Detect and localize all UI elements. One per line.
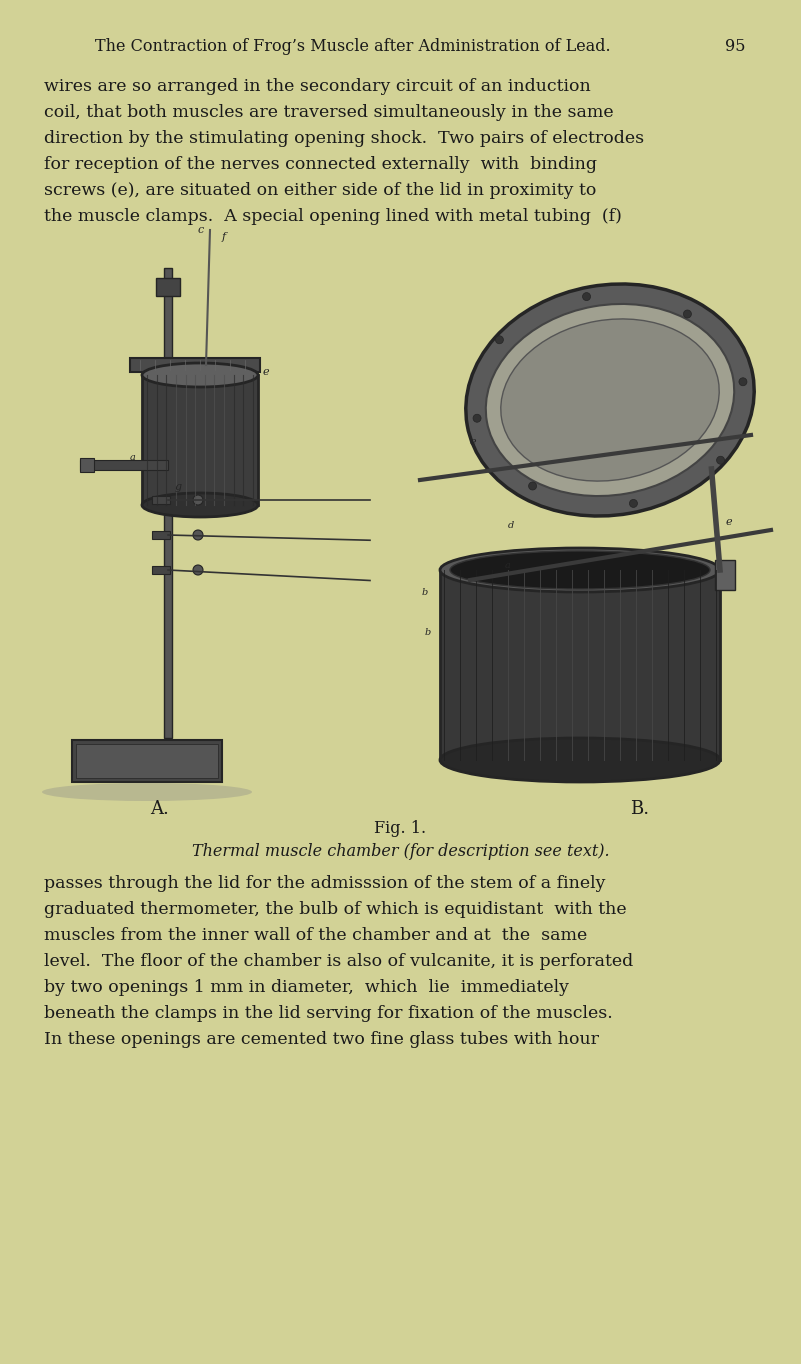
Bar bbox=[152, 496, 170, 505]
Ellipse shape bbox=[450, 551, 710, 589]
Text: the muscle clamps.  A special opening lined with metal tubing  (f): the muscle clamps. A special opening lin… bbox=[44, 207, 622, 225]
Text: a: a bbox=[505, 561, 511, 570]
Text: wires are so arranged in the secondary circuit of an induction: wires are so arranged in the secondary c… bbox=[44, 78, 591, 95]
Text: for reception of the nerves connected externally  with  binding: for reception of the nerves connected ex… bbox=[44, 155, 597, 173]
Text: e: e bbox=[726, 517, 733, 527]
Circle shape bbox=[193, 531, 203, 540]
Ellipse shape bbox=[142, 492, 258, 517]
Circle shape bbox=[193, 565, 203, 576]
Ellipse shape bbox=[485, 304, 735, 496]
Circle shape bbox=[529, 481, 537, 490]
Circle shape bbox=[717, 456, 725, 464]
Ellipse shape bbox=[440, 548, 720, 592]
Text: A.: A. bbox=[151, 801, 170, 818]
Text: coil, that both muscles are traversed simultaneously in the same: coil, that both muscles are traversed si… bbox=[44, 104, 614, 121]
Bar bbox=[152, 566, 170, 574]
Text: d: d bbox=[508, 521, 514, 531]
Bar bbox=[80, 458, 94, 472]
Bar bbox=[715, 561, 735, 591]
Text: 95: 95 bbox=[725, 38, 746, 55]
Text: b: b bbox=[425, 627, 431, 637]
Text: Thermal muscle chamber (for description see text).: Thermal muscle chamber (for description … bbox=[191, 843, 610, 859]
Ellipse shape bbox=[466, 284, 755, 516]
Text: Fig. 1.: Fig. 1. bbox=[374, 820, 427, 837]
Text: muscles from the inner wall of the chamber and at  the  same: muscles from the inner wall of the chamb… bbox=[44, 928, 587, 944]
Ellipse shape bbox=[142, 363, 258, 387]
Circle shape bbox=[473, 415, 481, 423]
Text: g: g bbox=[175, 481, 182, 492]
Text: f: f bbox=[222, 232, 226, 241]
Bar bbox=[164, 296, 172, 580]
Circle shape bbox=[683, 310, 691, 318]
Bar bbox=[130, 357, 260, 372]
Text: screws (e), are situated on either side of the lid in proximity to: screws (e), are situated on either side … bbox=[44, 181, 597, 199]
Text: by two openings 1 mm in diameter,  which  lie  immediately: by two openings 1 mm in diameter, which … bbox=[44, 979, 569, 996]
Ellipse shape bbox=[501, 319, 719, 481]
Circle shape bbox=[630, 499, 638, 507]
Text: e: e bbox=[470, 436, 477, 447]
Bar bbox=[142, 375, 258, 505]
Text: graduated thermometer, the bulb of which is equidistant  with the: graduated thermometer, the bulb of which… bbox=[44, 902, 626, 918]
Text: passes through the lid for the admisssion of the stem of a finely: passes through the lid for the admisssio… bbox=[44, 874, 606, 892]
Circle shape bbox=[582, 293, 590, 300]
Text: The Contraction of Frog’s Muscle after Administration of Lead.: The Contraction of Frog’s Muscle after A… bbox=[95, 38, 610, 55]
Text: a: a bbox=[130, 453, 136, 462]
Text: level.  The floor of the chamber is also of vulcanite, it is perforated: level. The floor of the chamber is also … bbox=[44, 953, 634, 970]
Text: B.: B. bbox=[630, 801, 650, 818]
Ellipse shape bbox=[42, 783, 252, 801]
Text: c: c bbox=[198, 225, 204, 235]
Text: In these openings are cemented two fine glass tubes with hour: In these openings are cemented two fine … bbox=[44, 1031, 599, 1048]
Bar bbox=[152, 531, 170, 539]
Bar bbox=[76, 743, 218, 777]
Circle shape bbox=[739, 378, 747, 386]
Bar bbox=[164, 267, 172, 738]
Bar bbox=[440, 570, 720, 760]
Bar bbox=[72, 741, 222, 782]
Text: e: e bbox=[263, 367, 270, 376]
Text: b: b bbox=[422, 588, 429, 597]
Circle shape bbox=[193, 495, 203, 505]
Text: beneath the clamps in the lid serving for fixation of the muscles.: beneath the clamps in the lid serving fo… bbox=[44, 1005, 613, 1022]
Bar bbox=[156, 278, 180, 296]
Ellipse shape bbox=[440, 738, 720, 782]
Bar bbox=[80, 460, 168, 471]
Text: direction by the stimulating opening shock.  Two pairs of electrodes: direction by the stimulating opening sho… bbox=[44, 130, 644, 147]
Circle shape bbox=[495, 336, 503, 344]
